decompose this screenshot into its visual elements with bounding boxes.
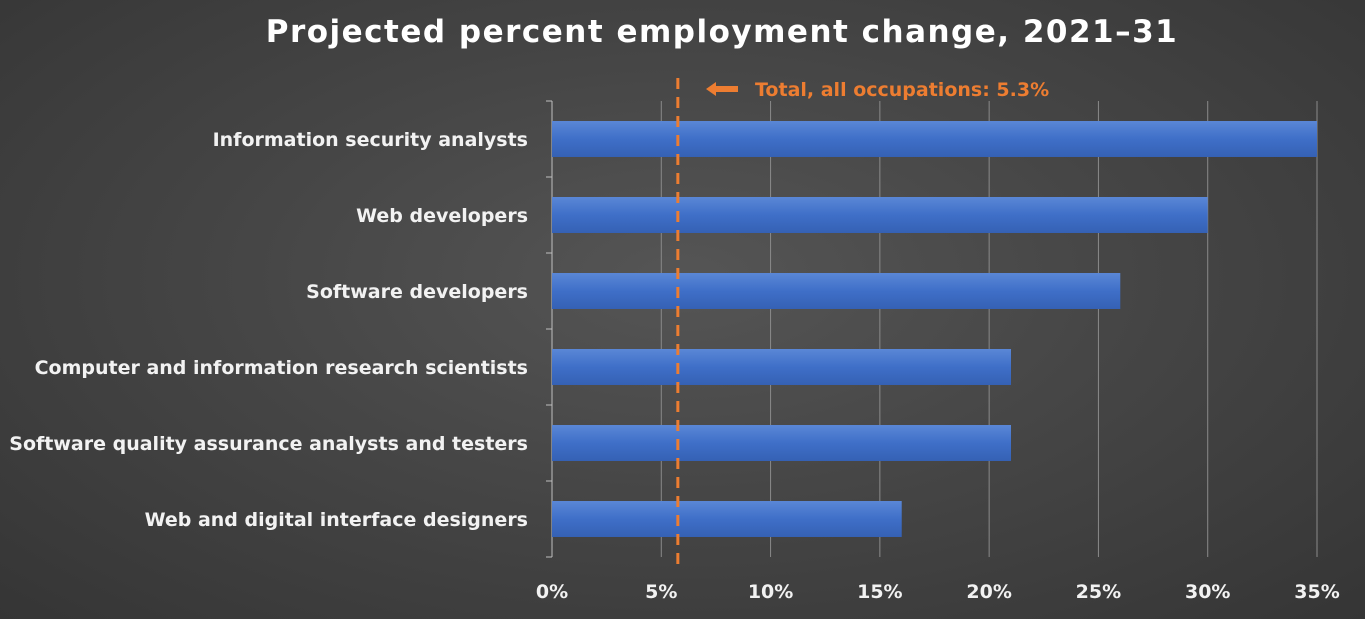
bar bbox=[552, 425, 1011, 461]
x-tick-label: 5% bbox=[645, 581, 677, 603]
category-label: Software developers bbox=[306, 281, 528, 303]
x-tick-label: 30% bbox=[1185, 581, 1230, 603]
bar bbox=[552, 197, 1208, 233]
x-tick-label: 35% bbox=[1294, 581, 1339, 603]
category-label: Software quality assurance analysts and … bbox=[9, 433, 528, 455]
category-label: Web developers bbox=[356, 205, 528, 227]
x-tick-label: 20% bbox=[966, 581, 1011, 603]
reference-line-group: Total, all occupations: 5.3% bbox=[676, 78, 1049, 572]
bars bbox=[552, 121, 1317, 537]
x-tick-label: 25% bbox=[1076, 581, 1121, 603]
category-label: Information security analysts bbox=[213, 129, 528, 151]
bar bbox=[552, 273, 1121, 309]
x-tick-labels: 0% 5% 10% 15% 20% 25% 30% 35% bbox=[536, 581, 1340, 603]
category-label: Web and digital interface designers bbox=[145, 509, 528, 531]
y-axis bbox=[546, 100, 553, 558]
reference-line-label: Total, all occupations: 5.3% bbox=[755, 79, 1049, 101]
left-arrow-icon bbox=[706, 82, 738, 96]
bar bbox=[552, 501, 902, 537]
category-label: Computer and information research scient… bbox=[35, 357, 528, 379]
chart-title: Projected percent employment change, 202… bbox=[266, 14, 1179, 50]
gridlines bbox=[660, 101, 1318, 557]
bar bbox=[552, 121, 1317, 157]
x-tick-label: 0% bbox=[536, 581, 568, 603]
category-labels: Information security analysts Web develop… bbox=[9, 129, 528, 531]
x-tick-label: 15% bbox=[857, 581, 902, 603]
x-tick-label: 10% bbox=[748, 581, 793, 603]
bar bbox=[552, 349, 1011, 385]
